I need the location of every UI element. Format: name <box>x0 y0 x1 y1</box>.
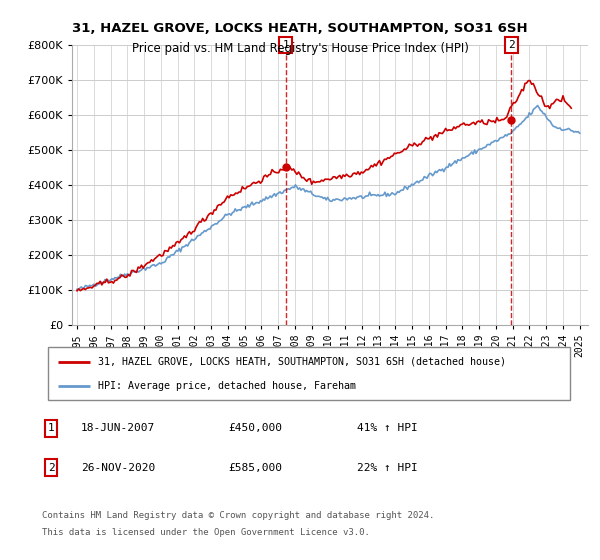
Text: 41% ↑ HPI: 41% ↑ HPI <box>357 423 418 433</box>
Text: 1: 1 <box>283 40 289 50</box>
Text: Price paid vs. HM Land Registry's House Price Index (HPI): Price paid vs. HM Land Registry's House … <box>131 42 469 55</box>
Text: 22% ↑ HPI: 22% ↑ HPI <box>357 463 418 473</box>
Text: 2: 2 <box>508 40 514 50</box>
Text: 31, HAZEL GROVE, LOCKS HEATH, SOUTHAMPTON, SO31 6SH (detached house): 31, HAZEL GROVE, LOCKS HEATH, SOUTHAMPTO… <box>98 357 506 367</box>
Text: Contains HM Land Registry data © Crown copyright and database right 2024.: Contains HM Land Registry data © Crown c… <box>42 511 434 520</box>
Text: This data is licensed under the Open Government Licence v3.0.: This data is licensed under the Open Gov… <box>42 528 370 537</box>
Text: HPI: Average price, detached house, Fareham: HPI: Average price, detached house, Fare… <box>98 381 356 391</box>
Text: 31, HAZEL GROVE, LOCKS HEATH, SOUTHAMPTON, SO31 6SH: 31, HAZEL GROVE, LOCKS HEATH, SOUTHAMPTO… <box>72 22 528 35</box>
Text: 26-NOV-2020: 26-NOV-2020 <box>81 463 155 473</box>
Text: 18-JUN-2007: 18-JUN-2007 <box>81 423 155 433</box>
Text: 1: 1 <box>47 423 55 433</box>
Text: £450,000: £450,000 <box>228 423 282 433</box>
Text: £585,000: £585,000 <box>228 463 282 473</box>
Text: 2: 2 <box>47 463 55 473</box>
